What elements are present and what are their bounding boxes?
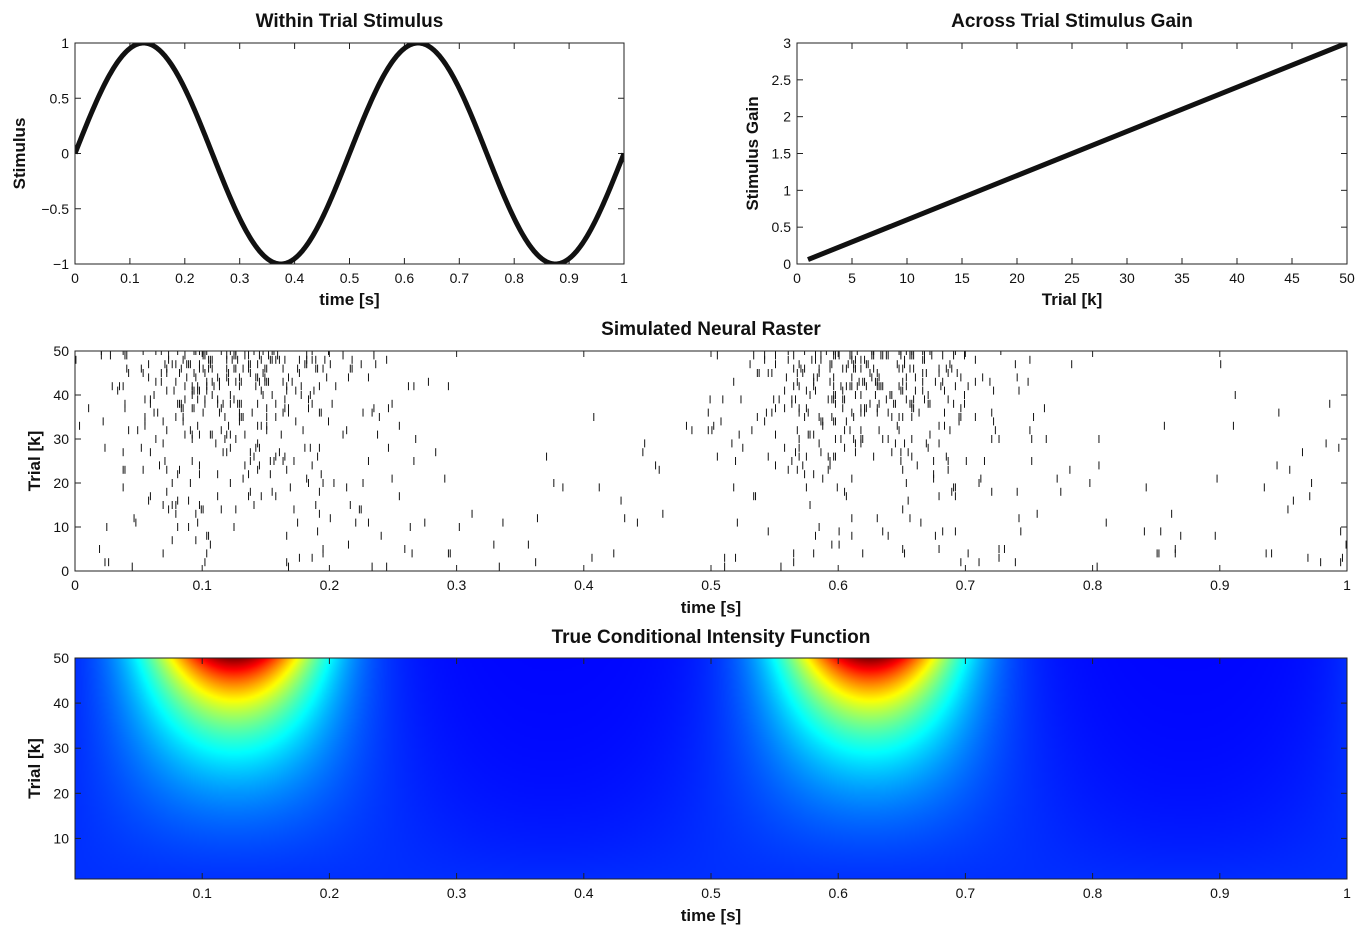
stimulus-y-tick-label: −1 [53,256,69,272]
raster-plot-area [75,351,1347,571]
stimulus-x-tick-label: 0.8 [504,270,524,286]
stimulus-x-tick-label: 0.1 [120,270,140,286]
raster-x-axis-label: time [s] [681,598,741,617]
gain-y-tick-label: 1 [783,182,791,198]
gain-x-tick-label: 35 [1174,270,1190,286]
gain-y-tick-label: 0.5 [772,219,792,235]
gain-x-tick-label: 10 [899,270,915,286]
intensity-x-tick-label: 0.1 [192,885,212,901]
gain-x-tick-label: 30 [1119,270,1135,286]
intensity-x-tick-label: 0.4 [574,885,594,901]
raster-y-tick-label: 20 [53,475,69,491]
gain-x-tick-label: 45 [1284,270,1300,286]
intensity-x-tick-label: 0.6 [828,885,848,901]
intensity-x-axis-label: time [s] [681,906,741,925]
stimulus-x-tick-label: 0.9 [559,270,579,286]
stimulus-x-tick-label: 0.5 [340,270,360,286]
intensity-x-tick-label: 0.3 [447,885,467,901]
raster-x-tick-label: 0.9 [1210,577,1230,593]
stimulus-x-axis-label: time [s] [319,290,379,309]
stimulus-series-line [75,43,624,264]
intensity-y-tick-label: 50 [53,650,69,666]
raster-y-tick-label: 50 [53,343,69,359]
raster-panel: Simulated Neural Raster time [s] Trial [k]… [25,319,1351,617]
raster-x-tick-label: 0.3 [447,577,467,593]
stimulus-x-tick-label: 0.6 [395,270,415,286]
stimulus-x-tick-label: 0 [71,270,79,286]
raster-title: Simulated Neural Raster [601,319,821,340]
gain-x-tick-label: 0 [793,270,801,286]
intensity-x-tick-label: 1 [1343,885,1351,901]
raster-x-tick-label: 1 [1343,577,1351,593]
gain-plot-frame [796,42,1348,265]
intensity-y-tick-label: 30 [53,740,69,756]
gain-panel: Across Trial Stimulus Gain Trial [k] Stimu… [743,11,1355,309]
gain-x-axis-label: Trial [k] [1042,290,1102,309]
intensity-y-tick-label: 20 [53,785,69,801]
stimulus-plot-frame [74,42,625,265]
gain-y-tick-label: 2.5 [772,72,792,88]
raster-y-tick-label: 40 [53,387,69,403]
stimulus-x-tick-label: 0.7 [450,270,470,286]
raster-y-tick-label: 10 [53,519,69,535]
raster-x-tick-label: 0.6 [828,577,848,593]
intensity-x-tick-label: 0.2 [320,885,340,901]
stimulus-y-axis-label: Stimulus [10,118,29,190]
raster-x-tick-label: 0 [71,577,79,593]
intensity-plot-frame [74,657,1348,880]
intensity-y-tick-label: 40 [53,695,69,711]
gain-x-tick-label: 5 [848,270,856,286]
intensity-panel: True Conditional Intensity Function time … [25,627,1351,925]
stimulus-title: Within Trial Stimulus [256,11,444,32]
raster-y-axis-label: Trial [k] [25,431,44,491]
gain-y-tick-label: 3 [783,35,791,51]
gain-title: Across Trial Stimulus Gain [951,11,1193,32]
raster-spikes [75,351,1347,571]
raster-x-tick-label: 0.2 [320,577,340,593]
gain-y-tick-label: 1.5 [772,146,792,162]
stimulus-x-tick-label: 0.4 [285,270,305,286]
stimulus-x-tick-label: 0.2 [175,270,195,286]
gain-x-tick-label: 25 [1064,270,1080,286]
stimulus-y-tick-label: 1 [61,35,69,51]
raster-plot-frame [74,350,1348,572]
gain-y-axis-label: Stimulus Gain [743,96,762,210]
raster-x-tick-label: 0.8 [1083,577,1103,593]
gain-x-tick-label: 20 [1009,270,1025,286]
gain-x-tick-label: 15 [954,270,970,286]
raster-y-tick-label: 30 [53,431,69,447]
intensity-x-tick-label: 0.9 [1210,885,1230,901]
intensity-x-tick-label: 0.7 [956,885,976,901]
raster-x-tick-label: 0.7 [956,577,976,593]
raster-x-tick-label: 0.4 [574,577,594,593]
intensity-x-tick-label: 0.8 [1083,885,1103,901]
stimulus-x-tick-label: 1 [620,270,628,286]
gain-x-tick-label: 50 [1339,270,1355,286]
stimulus-y-tick-label: 0.5 [50,90,70,106]
gain-y-tick-label: 2 [783,109,791,125]
stimulus-y-tick-label: 0 [61,146,69,162]
gain-series-line [807,43,1347,262]
gain-x-tick-label: 40 [1229,270,1245,286]
intensity-x-tick-label: 0.5 [701,885,721,901]
stimulus-y-tick-label: −0.5 [41,201,69,217]
raster-y-tick-label: 0 [61,563,69,579]
gain-y-tick-label: 0 [783,256,791,272]
stimulus-x-tick-label: 0.3 [230,270,250,286]
raster-x-tick-label: 0.1 [192,577,212,593]
intensity-title: True Conditional Intensity Function [552,627,871,648]
intensity-y-axis-label: Trial [k] [25,738,44,798]
stimulus-panel: Within Trial Stimulus time [s] Stimulus 0 0.… [10,11,628,309]
intensity-y-tick-label: 10 [53,830,69,846]
raster-x-tick-label: 0.5 [701,577,721,593]
intensity-heatmap [75,658,1347,879]
